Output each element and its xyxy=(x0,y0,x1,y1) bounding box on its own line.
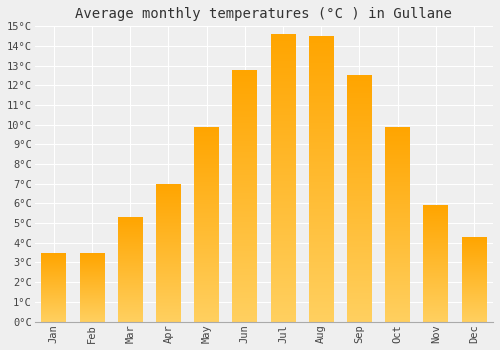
Title: Average monthly temperatures (°C ) in Gullane: Average monthly temperatures (°C ) in Gu… xyxy=(76,7,452,21)
